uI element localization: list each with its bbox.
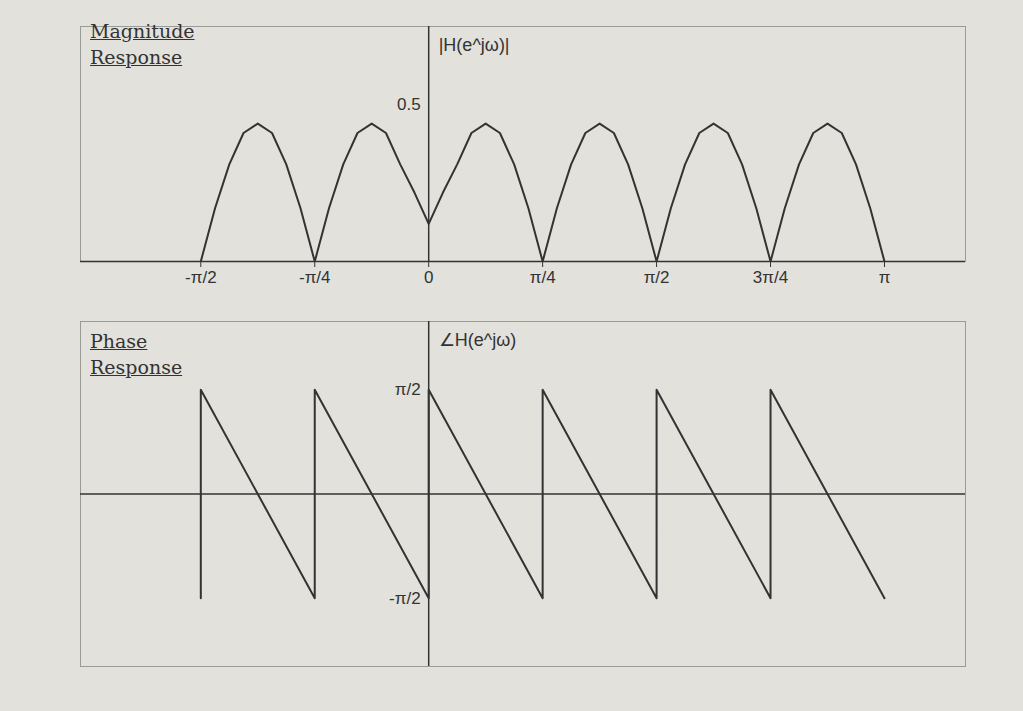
- svg-text:π/2: π/2: [395, 380, 421, 399]
- svg-text:-π/4: -π/4: [299, 268, 331, 287]
- svg-text:∠H(e^jω): ∠H(e^jω): [439, 330, 517, 350]
- svg-text:3π/4: 3π/4: [753, 268, 788, 287]
- svg-text:0.5: 0.5: [397, 95, 421, 114]
- html-text:Phase Response: Phase Response: [90, 330, 183, 378]
- svg-text:π: π: [879, 268, 891, 287]
- svg-text:0: 0: [424, 268, 433, 287]
- svg-text:π/4: π/4: [530, 268, 556, 287]
- svg-text:π/2: π/2: [644, 268, 670, 287]
- svg-text:|H(e^jω)|: |H(e^jω)|: [439, 35, 510, 55]
- html-text:Magnitude Response: Magnitude Response: [90, 20, 195, 68]
- svg-text:-π/2: -π/2: [389, 589, 421, 608]
- svg-text:-π/2: -π/2: [185, 268, 217, 287]
